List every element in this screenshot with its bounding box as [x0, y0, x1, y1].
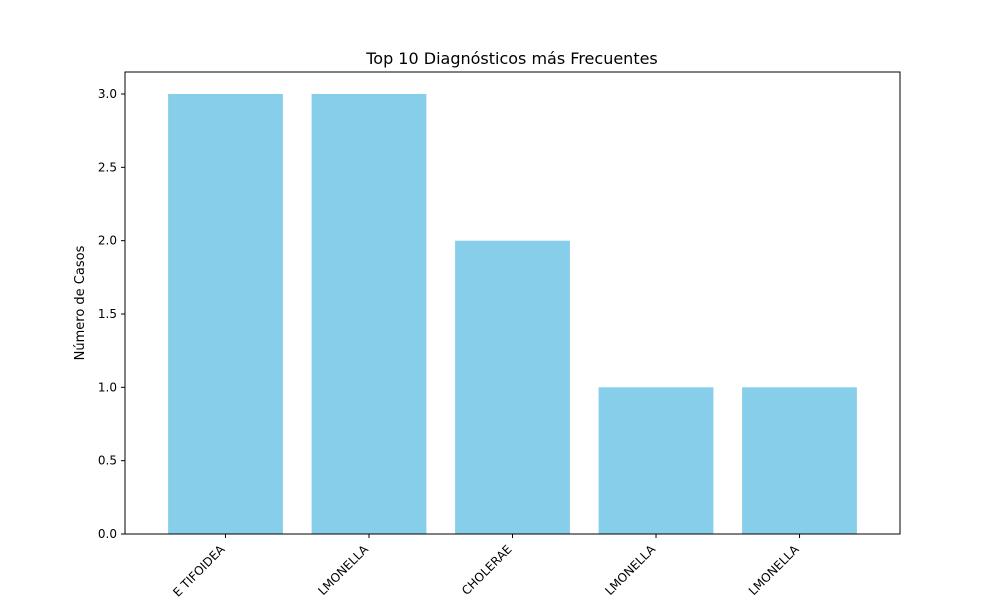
chart-title: Top 10 Diagnósticos más Frecuentes [365, 49, 658, 68]
y-tick-label-2: 1.0 [98, 380, 117, 394]
x-tick-label-0: E TIFOIDEA [170, 542, 228, 600]
x-axis: E TIFOIDEA LMONELLA CHOLERAE LMONELLA LMONEL… [170, 534, 802, 600]
bar-1 [311, 94, 427, 534]
bars-group [168, 94, 857, 534]
x-tick-label-3: LMONELLA [602, 542, 658, 598]
bar-2 [455, 240, 570, 534]
x-tick-label-2: CHOLERAE [459, 542, 515, 598]
y-axis-label: Número de Casos [73, 245, 88, 360]
x-tick-label-4: LMONELLA [746, 542, 802, 598]
y-tick-label-0: 0.0 [98, 527, 117, 541]
bar-4 [742, 387, 857, 534]
x-tick-label-1: LMONELLA [315, 542, 371, 598]
bar-0 [168, 94, 283, 534]
plot-frame [124, 71, 901, 535]
y-tick-label-6: 3.0 [98, 87, 117, 101]
y-tick-label-3: 1.5 [98, 307, 117, 321]
y-axis: 0.0 0.5 1.0 1.5 2.0 2.5 3.0 [98, 87, 125, 541]
bar-3 [598, 387, 714, 534]
y-tick-label-1: 0.5 [98, 454, 117, 468]
y-tick-label-5: 2.5 [98, 160, 117, 174]
y-tick-label-4: 2.0 [98, 234, 117, 248]
